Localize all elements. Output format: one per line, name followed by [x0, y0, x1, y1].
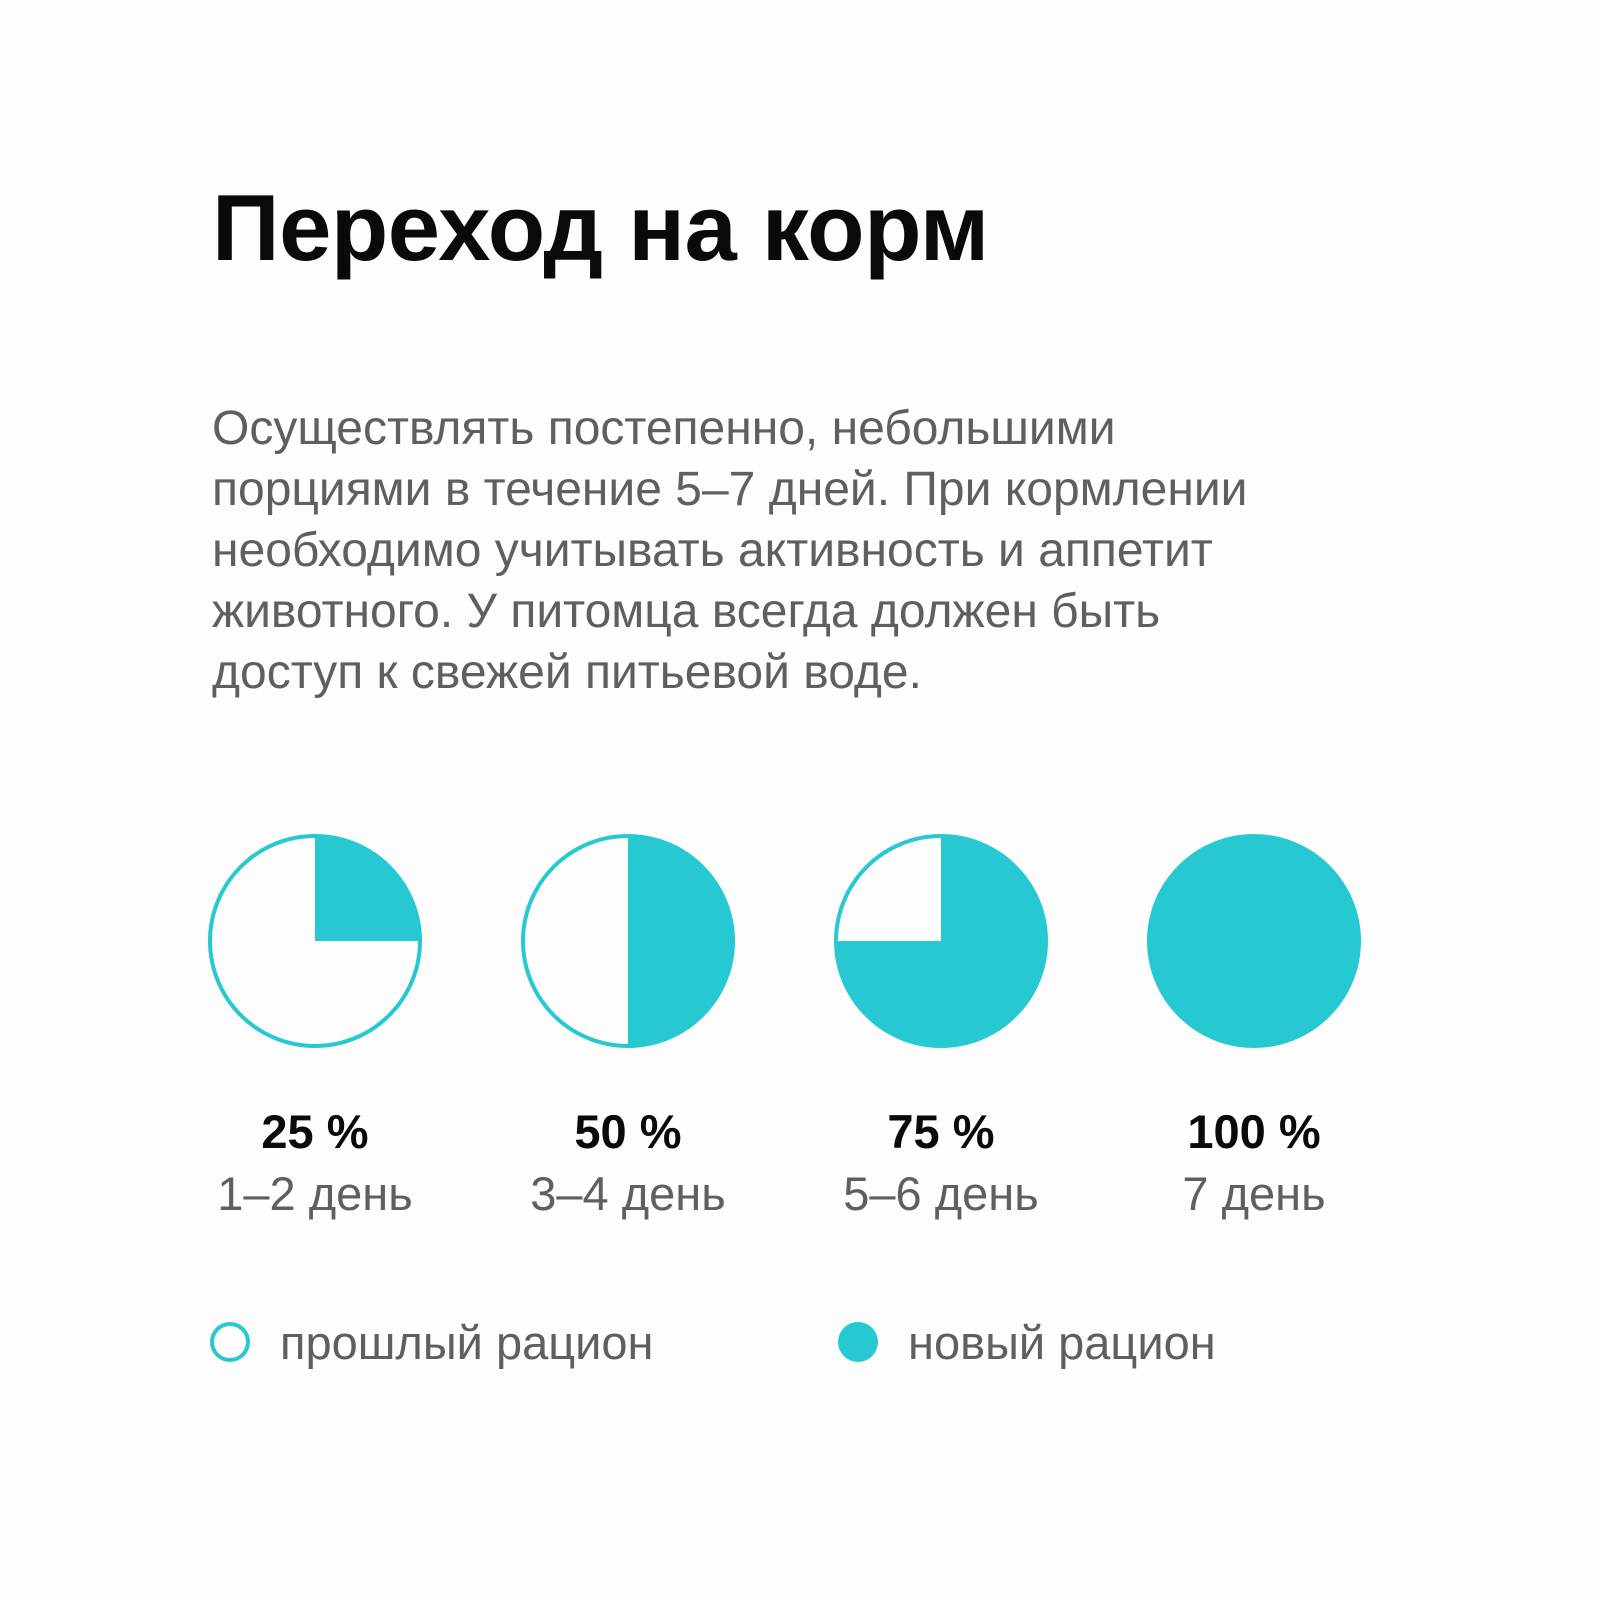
pie-slice-new-diet: [1147, 834, 1361, 1048]
legend-filled-circle-icon: [838, 1322, 878, 1362]
legend-item-old-diet: прошлый рацион: [210, 1312, 654, 1372]
pie-chart: [208, 834, 422, 1048]
pie-percent-label: 75 %: [887, 1105, 995, 1158]
legend-label: новый рацион: [908, 1315, 1216, 1369]
description-line: Осуществлять постепенно, небольшими: [212, 402, 1116, 455]
pie-percent-label: 50 %: [574, 1105, 682, 1158]
page-title: Переход на корм: [212, 175, 989, 280]
pie-slice-new-diet: [315, 836, 420, 941]
pie-day-label: 5–6 день: [843, 1167, 1039, 1220]
description-line: порциями в течение 5–7 дней. При кормлен…: [212, 463, 1248, 516]
description-line: доступ к свежей питьевой воде.: [212, 646, 922, 699]
legend-outline-circle-icon: [210, 1322, 250, 1362]
legend-label: прошлый рацион: [280, 1315, 654, 1369]
pie-slice-new-diet: [836, 836, 1046, 1046]
description-line: животного. У питомца всегда должен быть: [212, 585, 1161, 638]
pie-slice-new-diet: [628, 836, 733, 1046]
pie-percent-label: 25 %: [261, 1105, 369, 1158]
pie-day-label: 3–4 день: [530, 1167, 726, 1220]
pie-day-label: 7 день: [1182, 1167, 1326, 1220]
pie-chart: [834, 834, 1048, 1048]
pie-percent-label: 100 %: [1187, 1105, 1321, 1158]
pie-chart: [1147, 834, 1361, 1048]
description-line: необходимо учитывать активность и аппети…: [212, 524, 1213, 577]
pie-chart: [521, 834, 735, 1048]
pie-day-label: 1–2 день: [217, 1167, 413, 1220]
legend-item-new-diet: новый рацион: [838, 1312, 1216, 1372]
description-text: Осуществлять постепенно, небольшими порц…: [212, 398, 1412, 703]
